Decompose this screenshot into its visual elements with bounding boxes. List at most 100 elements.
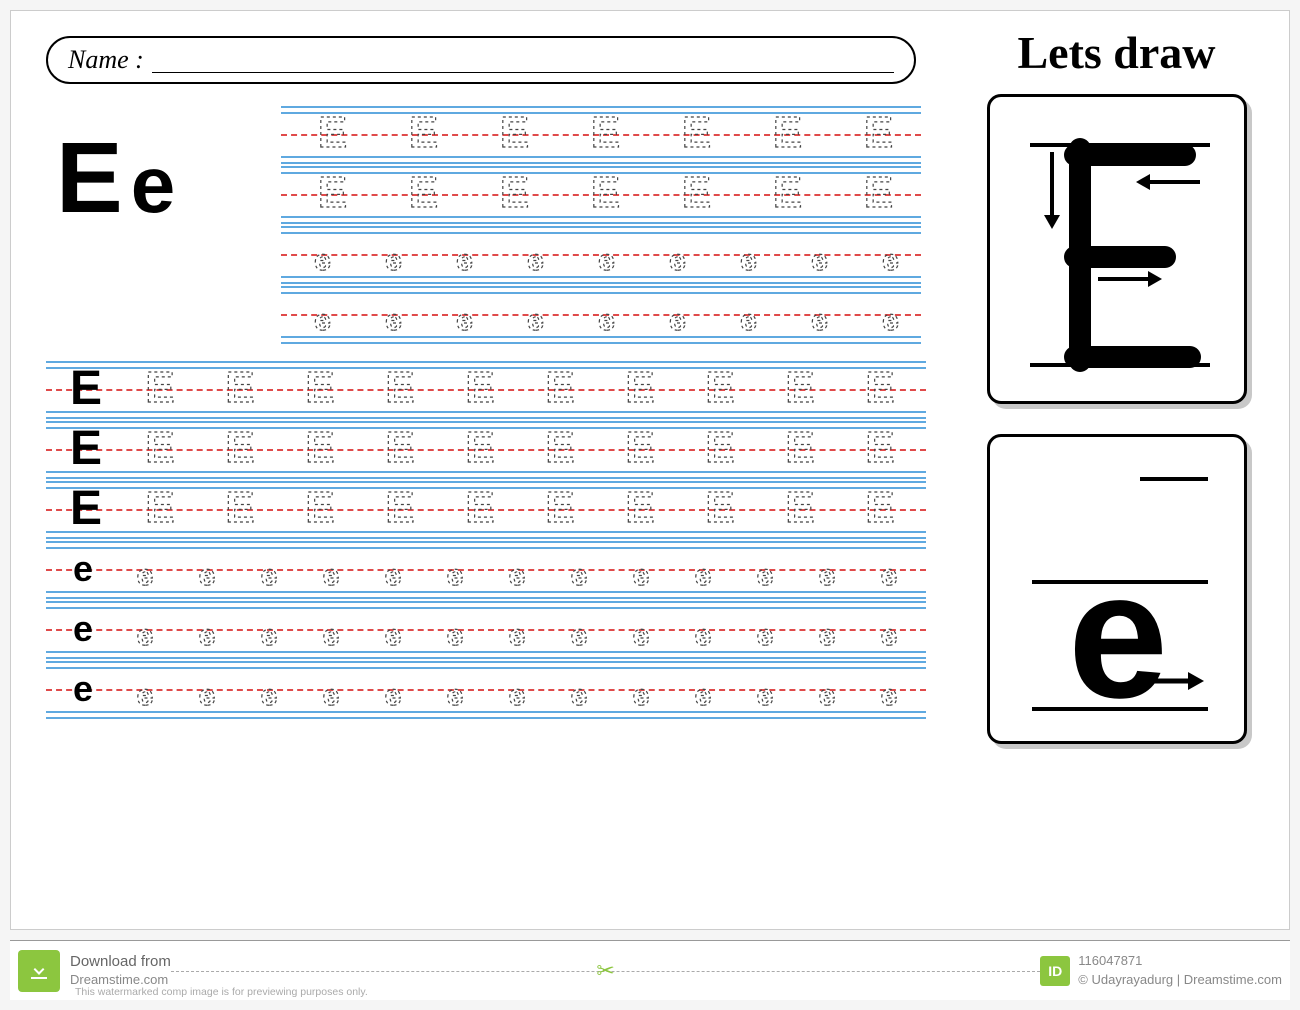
trace-letter[interactable]: e (362, 597, 424, 662)
trace-row[interactable]: E E E E E E E (281, 106, 921, 162)
trace-letter[interactable]: e (176, 537, 238, 602)
trace-letter[interactable]: e (114, 657, 176, 722)
trace-letter[interactable]: e (672, 597, 734, 662)
trace-letter[interactable]: e (672, 537, 734, 602)
trace-letter[interactable]: e (858, 597, 920, 662)
trace-letter[interactable]: E (840, 476, 920, 543)
trace-letter[interactable]: e (287, 282, 358, 347)
trace-letter[interactable]: E (760, 356, 840, 423)
trace-letter[interactable]: e (858, 537, 920, 602)
trace-letter[interactable]: e (52, 541, 114, 597)
trace-letter[interactable]: e (358, 222, 429, 287)
trace-letter[interactable]: E (833, 101, 924, 168)
trace-letter[interactable]: E (560, 101, 651, 168)
trace-letter[interactable]: e (734, 597, 796, 662)
trace-letter[interactable]: E (760, 416, 840, 483)
trace-row[interactable]: e e e e e e e e e e e e e (46, 601, 926, 657)
trace-letter[interactable]: e (238, 597, 300, 662)
trace-row[interactable]: E E E E E E E E E E E (46, 361, 926, 417)
trace-letter[interactable]: e (424, 537, 486, 602)
trace-letter[interactable]: e (176, 657, 238, 722)
trace-letter[interactable]: e (300, 657, 362, 722)
trace-letter[interactable]: E (52, 481, 120, 537)
trace-letter[interactable]: e (429, 222, 500, 287)
trace-row[interactable]: e e e e e e e e e e e e e (46, 541, 926, 597)
trace-letter[interactable]: E (651, 101, 742, 168)
trace-letter[interactable]: E (760, 476, 840, 543)
trace-letter[interactable]: E (280, 476, 360, 543)
trace-letter[interactable]: e (500, 222, 571, 287)
trace-letter[interactable]: E (200, 476, 280, 543)
trace-letter[interactable]: E (120, 416, 200, 483)
trace-letter[interactable]: e (548, 537, 610, 602)
trace-letter[interactable]: e (610, 597, 672, 662)
trace-letter[interactable]: e (486, 537, 548, 602)
trace-letter[interactable]: E (520, 356, 600, 423)
trace-letter[interactable]: e (114, 537, 176, 602)
trace-letter[interactable]: E (520, 416, 600, 483)
trace-letter[interactable]: e (486, 657, 548, 722)
trace-letter[interactable]: E (287, 101, 378, 168)
trace-letter[interactable]: e (642, 282, 713, 347)
trace-letter[interactable]: E (469, 161, 560, 228)
trace-letter[interactable]: e (734, 537, 796, 602)
trace-letter[interactable]: e (796, 657, 858, 722)
trace-letter[interactable]: E (440, 476, 520, 543)
trace-letter[interactable]: e (486, 597, 548, 662)
trace-letter[interactable]: e (784, 222, 855, 287)
trace-letter[interactable]: e (672, 657, 734, 722)
trace-letter[interactable]: E (742, 161, 833, 228)
trace-letter[interactable]: E (600, 476, 680, 543)
trace-letter[interactable]: E (560, 161, 651, 228)
trace-letter[interactable]: E (833, 161, 924, 228)
trace-letter[interactable]: e (358, 282, 429, 347)
trace-letter[interactable]: e (429, 282, 500, 347)
trace-letter[interactable]: e (52, 601, 114, 657)
trace-letter[interactable]: E (280, 416, 360, 483)
trace-letter[interactable]: e (176, 597, 238, 662)
trace-letter[interactable]: E (287, 161, 378, 228)
trace-letter[interactable]: e (796, 597, 858, 662)
trace-letter[interactable]: e (642, 222, 713, 287)
trace-letter[interactable]: E (680, 356, 760, 423)
trace-row[interactable]: E E E E E E E E E E E (46, 481, 926, 537)
name-field[interactable]: Name : (46, 36, 916, 84)
trace-letter[interactable]: e (287, 222, 358, 287)
trace-letter[interactable]: e (734, 657, 796, 722)
trace-letter[interactable]: e (571, 282, 642, 347)
trace-letter[interactable]: e (855, 282, 926, 347)
trace-letter[interactable]: e (424, 597, 486, 662)
trace-letter[interactable]: E (469, 101, 560, 168)
trace-letter[interactable]: e (362, 537, 424, 602)
trace-letter[interactable]: E (742, 101, 833, 168)
trace-letter[interactable]: E (600, 416, 680, 483)
trace-letter[interactable]: E (360, 416, 440, 483)
trace-letter[interactable]: E (440, 416, 520, 483)
trace-letter[interactable]: e (300, 537, 362, 602)
trace-letter[interactable]: E (600, 356, 680, 423)
trace-row[interactable]: e e e e e e e e e (281, 286, 921, 342)
trace-letter[interactable]: e (500, 282, 571, 347)
trace-letter[interactable]: e (548, 657, 610, 722)
trace-letter[interactable]: E (651, 161, 742, 228)
trace-letter[interactable]: e (713, 222, 784, 287)
trace-letter[interactable]: e (362, 657, 424, 722)
trace-letter[interactable]: E (378, 101, 469, 168)
trace-letter[interactable]: E (680, 416, 760, 483)
trace-letter[interactable]: e (548, 597, 610, 662)
trace-letter[interactable]: E (680, 476, 760, 543)
trace-letter[interactable]: e (238, 537, 300, 602)
trace-letter[interactable]: E (52, 361, 120, 417)
trace-letter[interactable]: E (120, 476, 200, 543)
trace-letter[interactable]: e (114, 597, 176, 662)
trace-letter[interactable]: E (378, 161, 469, 228)
trace-letter[interactable]: E (840, 416, 920, 483)
trace-letter[interactable]: e (858, 657, 920, 722)
trace-letter[interactable]: E (280, 356, 360, 423)
name-input-line[interactable] (152, 59, 894, 73)
trace-letter[interactable]: e (796, 537, 858, 602)
trace-letter[interactable]: E (360, 356, 440, 423)
trace-row[interactable]: e e e e e e e e e (281, 226, 921, 282)
download-icon[interactable] (18, 950, 60, 992)
trace-letter[interactable]: E (360, 476, 440, 543)
